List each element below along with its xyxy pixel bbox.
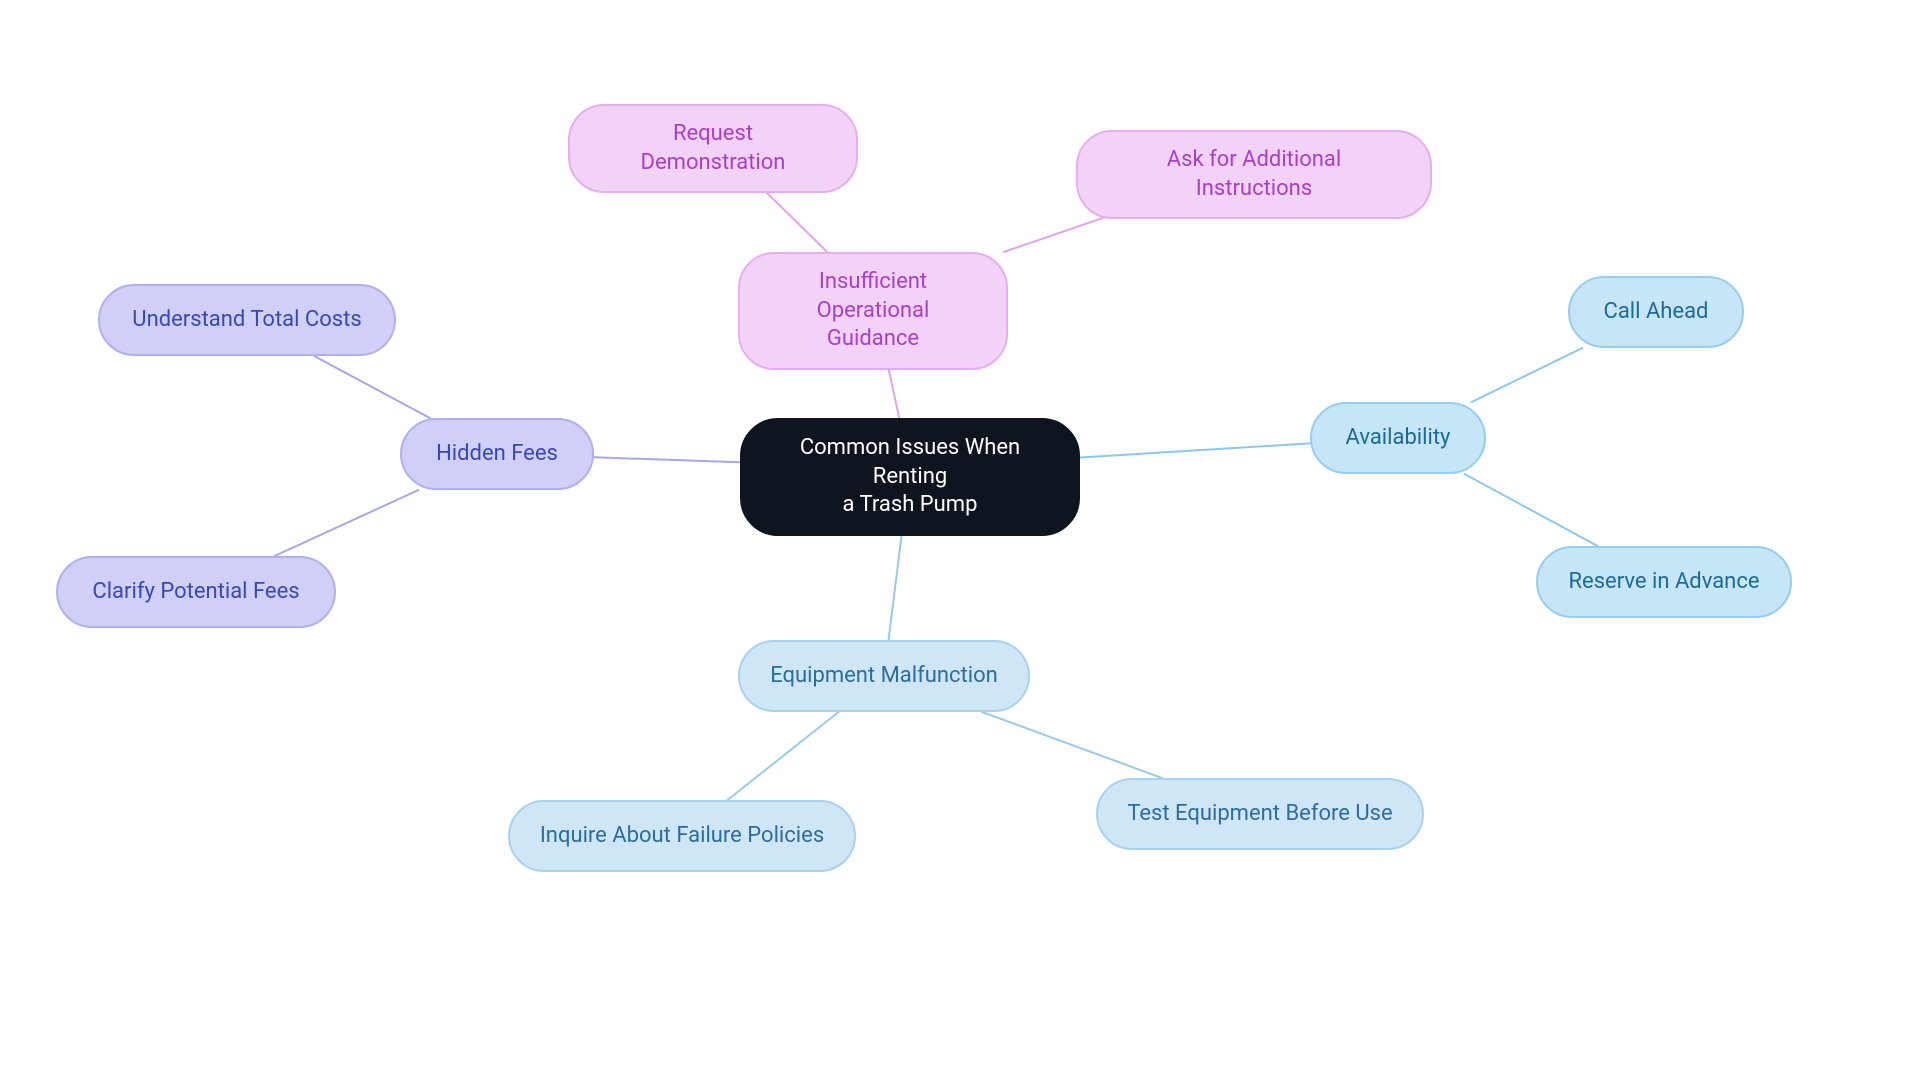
node-malfunction_inquire: Inquire About Failure Policies: [508, 800, 856, 872]
node-label: Common Issues When Renting a Trash Pump: [770, 434, 1050, 520]
node-malfunction: Equipment Malfunction: [738, 640, 1030, 712]
node-label: Call Ahead: [1604, 298, 1709, 327]
edge: [314, 356, 430, 418]
node-malfunction_test: Test Equipment Before Use: [1096, 778, 1424, 850]
node-availability: Availability: [1310, 402, 1486, 474]
node-label: Availability: [1346, 424, 1451, 453]
node-label: Clarify Potential Fees: [92, 578, 299, 607]
node-guidance_demo: Request Demonstration: [568, 104, 858, 193]
edge: [889, 518, 904, 640]
edge: [982, 712, 1162, 778]
node-label: Ask for Additional Instructions: [1106, 146, 1402, 203]
node-label: Hidden Fees: [436, 440, 558, 469]
node-availability_reserve: Reserve in Advance: [1536, 546, 1792, 618]
edge: [1465, 474, 1598, 546]
edge-layer: [0, 0, 1920, 1083]
node-label: Reserve in Advance: [1568, 568, 1759, 597]
node-label: Request Demonstration: [598, 120, 828, 177]
edge: [727, 712, 838, 800]
node-label: Understand Total Costs: [132, 306, 361, 335]
node-availability_call: Call Ahead: [1568, 276, 1744, 348]
node-label: Equipment Malfunction: [770, 662, 998, 691]
node-guidance_ask: Ask for Additional Instructions: [1076, 130, 1432, 219]
node-guidance: Insufficient Operational Guidance: [738, 252, 1008, 370]
edge: [594, 457, 740, 462]
edge: [1472, 348, 1583, 402]
edge: [1080, 443, 1310, 457]
node-fees_understand: Understand Total Costs: [98, 284, 396, 356]
node-label: Insufficient Operational Guidance: [768, 268, 978, 354]
node-label: Test Equipment Before Use: [1127, 800, 1392, 829]
edge: [275, 490, 419, 556]
node-fees: Hidden Fees: [400, 418, 594, 490]
node-label: Inquire About Failure Policies: [540, 822, 824, 851]
node-fees_clarify: Clarify Potential Fees: [56, 556, 336, 628]
node-center: Common Issues When Renting a Trash Pump: [740, 418, 1080, 536]
